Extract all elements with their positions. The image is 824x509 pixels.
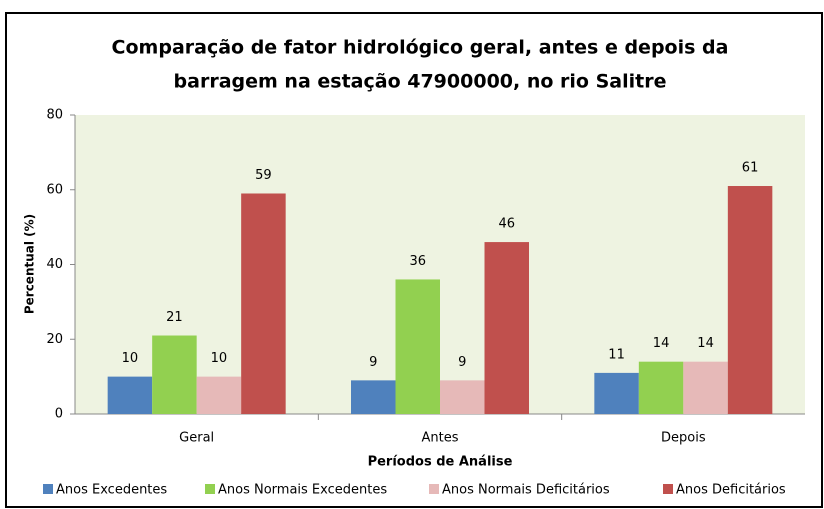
- bar: [683, 361, 728, 414]
- data-label: 59: [255, 168, 272, 183]
- x-tick-label: Antes: [421, 431, 458, 446]
- data-label: 14: [697, 336, 714, 351]
- bar: [196, 376, 242, 414]
- data-label: 11: [608, 347, 625, 362]
- data-label: 9: [458, 355, 466, 370]
- x-tick-label: Geral: [179, 431, 214, 446]
- bar: [484, 242, 529, 414]
- y-tick-label: 40: [46, 257, 63, 272]
- bar: [241, 193, 286, 414]
- y-tick-label: 20: [46, 332, 63, 347]
- legend-label: Anos Normais Excedentes: [218, 483, 387, 498]
- bar: [440, 380, 485, 414]
- x-tick-label: Depois: [661, 431, 706, 446]
- legend-label: Anos Deficitários: [676, 483, 786, 498]
- data-label: 14: [653, 336, 670, 351]
- legend-label: Anos Normais Deficitários: [442, 483, 610, 498]
- chart-title: barragem na estação 47900000, no rio Sal…: [174, 71, 667, 93]
- data-label: 9: [369, 355, 377, 370]
- chart-title: Comparação de fator hidrológico geral, a…: [112, 37, 729, 59]
- x-axis-title: Períodos de Análise: [368, 455, 513, 470]
- data-label: 10: [211, 351, 228, 366]
- bar: [638, 361, 684, 414]
- bar: [395, 279, 440, 414]
- legend-label: Anos Excedentes: [56, 483, 167, 498]
- legend-swatch: [663, 484, 673, 494]
- data-label: 21: [166, 310, 183, 325]
- data-label: 46: [498, 217, 515, 232]
- y-tick-label: 0: [55, 407, 63, 422]
- legend-swatch: [205, 484, 215, 494]
- data-label: 10: [122, 351, 139, 366]
- bar: [594, 372, 639, 414]
- legend-swatch: [43, 484, 53, 494]
- data-label: 61: [742, 161, 759, 176]
- legend-swatch: [429, 484, 439, 494]
- bar: [727, 186, 773, 414]
- y-tick-label: 60: [46, 182, 63, 197]
- data-label: 36: [409, 254, 426, 269]
- y-tick-label: 80: [46, 108, 63, 123]
- bar: [351, 380, 396, 414]
- y-axis-title: Percentual (%): [23, 214, 37, 314]
- bar: [152, 335, 197, 414]
- bar: [107, 376, 153, 414]
